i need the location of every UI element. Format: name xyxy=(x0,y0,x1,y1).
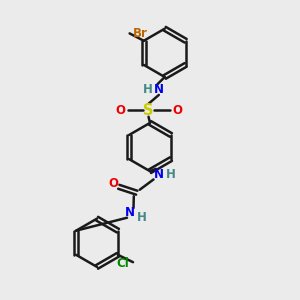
Text: N: N xyxy=(154,83,164,96)
Text: N: N xyxy=(125,206,135,219)
Text: H: H xyxy=(166,168,176,181)
Text: H: H xyxy=(143,83,153,96)
Text: O: O xyxy=(108,177,118,190)
Text: H: H xyxy=(137,211,147,224)
Text: O: O xyxy=(115,104,125,117)
Text: Cl: Cl xyxy=(116,257,129,270)
Text: O: O xyxy=(172,104,182,117)
Text: S: S xyxy=(143,103,154,118)
Text: Br: Br xyxy=(133,27,147,40)
Text: N: N xyxy=(154,168,164,181)
